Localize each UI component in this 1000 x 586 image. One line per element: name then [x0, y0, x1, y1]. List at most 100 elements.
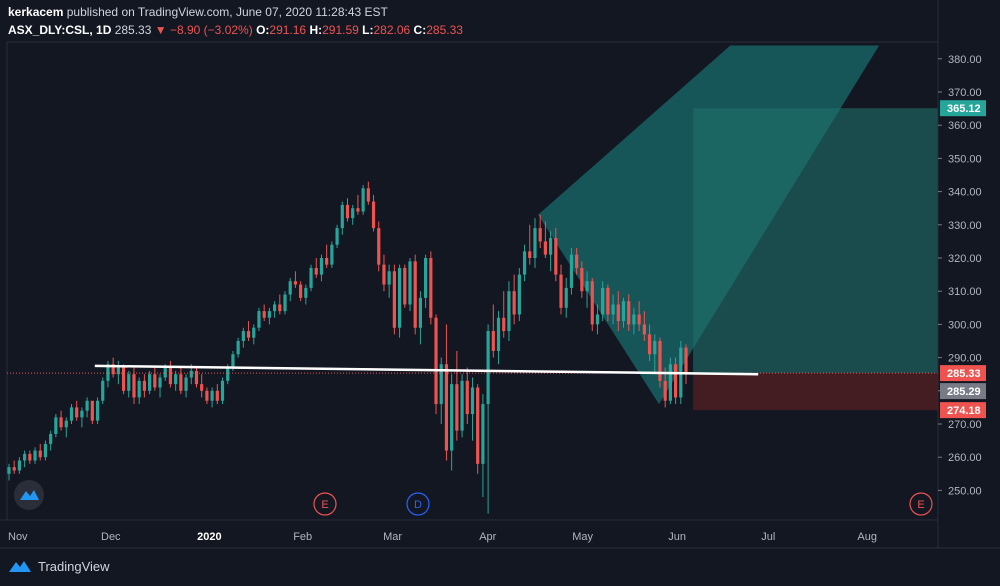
candle	[257, 307, 261, 332]
stop-zone[interactable]	[693, 373, 938, 411]
candle	[538, 214, 542, 249]
candle	[653, 334, 657, 375]
candle-body	[267, 311, 271, 318]
candle-body	[293, 281, 298, 285]
time-tick-label: Jul	[761, 531, 775, 543]
candle-body	[220, 380, 225, 401]
author-name[interactable]: kerkacem	[8, 5, 64, 19]
candle	[179, 367, 183, 395]
publish-info: kerkacem published on TradingView.com, J…	[8, 5, 388, 19]
price-tag-label: 274.18	[947, 405, 981, 417]
price-tag: 274.18	[940, 402, 986, 419]
candle-body	[64, 420, 68, 428]
candle-body	[304, 287, 308, 298]
candle-body	[148, 374, 152, 391]
candle-body	[85, 400, 89, 411]
candle	[522, 244, 527, 282]
candle	[408, 258, 412, 312]
candle-body	[132, 374, 136, 398]
time-axis[interactable]: Nov Dec 2020 Feb Mar Apr May Jun Jul Aug	[0, 519, 1000, 549]
candle	[220, 377, 225, 405]
candle-body	[616, 304, 620, 322]
price-tick-label: 310.00	[948, 286, 982, 298]
candle-body	[439, 364, 443, 405]
candle-body	[111, 364, 115, 375]
candle-body	[314, 267, 318, 275]
footer-brand[interactable]: TradingView	[8, 558, 110, 574]
price-tag-bg	[940, 365, 986, 382]
tradingview-logo-badge[interactable]	[14, 480, 44, 510]
candle	[23, 450, 27, 468]
candle-body	[512, 291, 516, 315]
candle	[569, 248, 574, 295]
price-tick-label: 290.00	[948, 353, 982, 365]
candle	[366, 181, 370, 205]
candle	[205, 387, 209, 405]
time-tick-label: Aug	[857, 531, 877, 543]
candle	[528, 224, 532, 265]
time-tick-label: Nov	[8, 531, 28, 543]
candle-body	[54, 417, 58, 434]
candle	[340, 201, 344, 235]
open-value: 291.16	[269, 23, 307, 37]
candle-body	[241, 331, 245, 341]
candle	[403, 264, 407, 308]
support-trendline[interactable]	[94, 364, 759, 376]
price-tag-label: 285.33	[947, 368, 981, 380]
candle-body	[491, 331, 495, 351]
event-marker[interactable]: E	[313, 492, 337, 516]
candle	[684, 344, 688, 385]
candle-body	[38, 450, 42, 458]
candle-body	[621, 301, 626, 322]
candle	[496, 311, 501, 365]
candle	[158, 374, 162, 398]
symbol-label[interactable]: ASX_DLY:CSL, 1D	[8, 23, 112, 37]
candle-body	[403, 267, 407, 305]
candle-body	[496, 317, 501, 351]
time-tick-label: May	[572, 531, 593, 543]
candle	[476, 384, 480, 474]
event-marker[interactable]: E	[909, 492, 933, 516]
candle-body	[17, 460, 22, 471]
down-arrow-icon: ▼	[154, 23, 167, 37]
candle-body	[345, 204, 350, 219]
candle	[517, 267, 521, 322]
candle-body	[340, 204, 344, 229]
candle-body	[543, 241, 547, 255]
price-axis[interactable]: 250.00260.00270.00280.00290.00300.00310.…	[937, 0, 986, 548]
candle-body	[215, 390, 219, 401]
candle	[246, 321, 251, 341]
candle	[424, 254, 428, 308]
candle-body	[23, 453, 27, 461]
candle	[28, 450, 32, 464]
candle	[606, 284, 610, 322]
candle	[17, 457, 22, 474]
candle-body	[12, 467, 16, 471]
candle-body	[444, 364, 449, 451]
candle-body	[455, 384, 459, 431]
candle-body	[366, 188, 370, 202]
candle-body	[387, 271, 391, 285]
candle	[168, 360, 173, 388]
event-marker[interactable]: D	[406, 492, 430, 516]
candle	[80, 407, 84, 428]
candle	[64, 417, 68, 438]
candle	[54, 414, 58, 438]
candle	[116, 360, 120, 385]
candle-body	[559, 274, 563, 308]
candle-body	[205, 390, 209, 401]
event-label: E	[917, 499, 924, 511]
price-tick-label: 330.00	[948, 220, 982, 232]
close-label: C:	[413, 23, 427, 37]
candle-body	[481, 404, 485, 464]
time-tick-label: Apr	[479, 531, 496, 543]
target-zone[interactable]	[693, 108, 938, 374]
candle	[444, 324, 449, 461]
candle-body	[564, 287, 568, 308]
candle-body	[418, 297, 423, 328]
candle	[101, 377, 105, 405]
candle	[33, 447, 37, 464]
ohlc-legend: ASX_DLY:CSL, 1D 285.33 ▼ −8.90 (−3.02%) …	[8, 23, 463, 37]
